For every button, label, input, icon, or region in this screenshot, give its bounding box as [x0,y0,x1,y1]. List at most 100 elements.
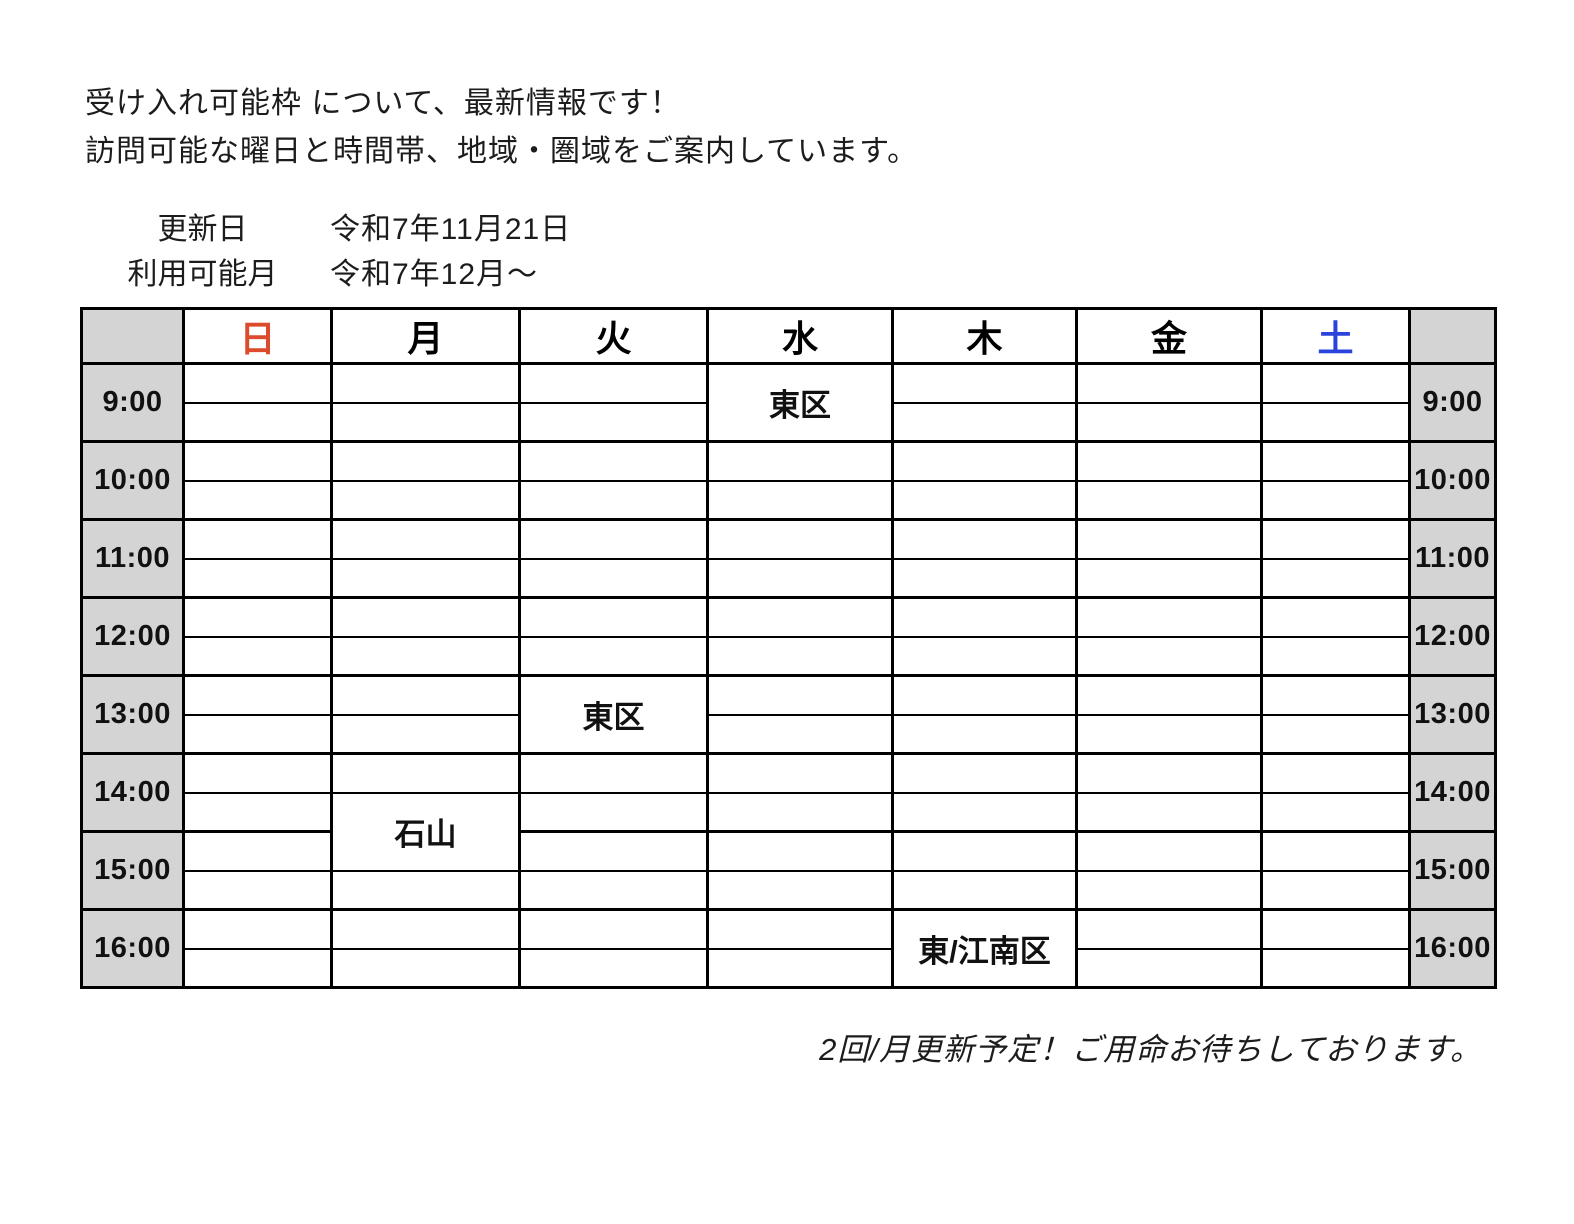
slot-cell [1075,479,1263,520]
slot-cell [330,674,521,715]
slot-cell [1075,791,1263,832]
row-1000: 10:00 10:00 [80,440,1497,520]
intro-line-1: 受け入れ可能枠 について、最新情報です！ [85,87,681,120]
day-header-fri: 金 [1075,308,1263,365]
slot-cell [706,479,894,520]
slot-cell [182,518,333,559]
row-1400: 14:00 14:00 [80,752,1497,832]
slot-cell [1260,557,1411,598]
slot-cell [182,479,333,520]
slot-cell [518,908,709,949]
row-1530 [82,869,1496,910]
slot-cell [1260,908,1411,949]
slot-cell [518,830,709,871]
slot-cell [330,440,521,481]
slot-cell [1075,830,1263,871]
slot-cell [518,635,709,676]
slot-cell [182,713,333,754]
slot-cell [891,440,1078,481]
corner-cell-right [1408,308,1497,365]
slot-cell [891,752,1078,793]
row-1030 [82,479,1496,520]
slot-cell [1075,596,1263,637]
slot-cell [182,752,333,793]
schedule-entry-tue-1300: 東区 [518,674,709,754]
slot-cell [1075,947,1263,988]
slot-cell [1260,440,1411,481]
time-label-right-1500: 15:00 [1408,830,1497,910]
slot-cell [1075,908,1263,949]
time-label-right-1300: 13:00 [1408,674,1497,754]
updated-label: 更新日 [157,212,248,246]
slot-cell [518,440,709,481]
slot-cell [330,557,521,598]
slot-cell [706,440,894,481]
row-0930 [82,401,1496,442]
slot-cell [891,362,1078,403]
slot-cell [891,713,1078,754]
slot-cell [1075,401,1263,442]
footer-note: 2回/月更新予定！ご用命お待ちしております。 [819,1032,1482,1067]
row-1500: 15:00 15:00 [80,830,1497,910]
row-1230 [82,635,1496,676]
slot-cell [182,362,333,403]
slot-cell [518,947,709,988]
slot-cell [1260,479,1411,520]
time-label-right-1600: 16:00 [1408,908,1497,988]
slot-cell [1260,401,1411,442]
slot-cell [330,869,521,910]
slot-cell [330,596,521,637]
schedule-entry-thu-1600: 東/江南区 [891,908,1078,988]
slot-cell [518,362,709,403]
slot-cell [1075,674,1263,715]
slot-cell [518,596,709,637]
slot-cell [182,947,333,988]
slot-cell [891,869,1078,910]
slot-cell [891,596,1078,637]
row-1430: 石山 [82,791,1496,871]
slot-cell [330,752,521,793]
slot-cell [182,596,333,637]
time-label-right-1000: 10:00 [1408,440,1497,520]
slot-cell [891,674,1078,715]
slot-cell [182,635,333,676]
time-label-left-1600: 16:00 [80,908,185,988]
row-1300: 13:00 東区 13:00 [80,674,1497,754]
slot-cell [330,401,521,442]
day-header-wed: 水 [706,308,894,365]
slot-cell [330,362,521,403]
slot-cell [1260,947,1411,988]
slot-cell [891,791,1078,832]
slot-cell [330,518,521,559]
row-1200: 12:00 12:00 [80,596,1497,676]
schedule-table: 日 月 火 水 木 金 土 9:00 東区 9:00 [80,307,1497,989]
slot-cell [330,713,521,754]
slot-cell [518,869,709,910]
day-header-sun: 日 [182,308,333,365]
day-header-row: 日 月 火 水 木 金 土 [80,308,1497,365]
time-label-right-1400: 14:00 [1408,752,1497,832]
updated-value: 令和7年11月21日 [330,212,572,246]
row-1100: 11:00 11:00 [80,518,1497,598]
slot-cell [1075,518,1263,559]
slot-cell [706,674,894,715]
slot-cell [1075,752,1263,793]
slot-cell [182,869,333,910]
time-label-left-1200: 12:00 [80,596,185,676]
slot-cell [1075,869,1263,910]
available-label: 利用可能月 [127,257,278,291]
slot-cell [182,830,333,871]
slot-cell [330,479,521,520]
time-label-right-1200: 12:00 [1408,596,1497,676]
slot-cell [891,518,1078,559]
slot-cell [1260,869,1411,910]
row-0900: 9:00 東区 9:00 [80,362,1497,442]
slot-cell [518,518,709,559]
row-1600: 16:00 東/江南区 16:00 [80,908,1497,988]
slot-cell [706,830,894,871]
available-row: 利用可能月 令和7年12月〜 [115,248,571,293]
slot-cell [518,401,709,442]
slot-cell [891,557,1078,598]
time-label-left-1000: 10:00 [80,440,185,520]
